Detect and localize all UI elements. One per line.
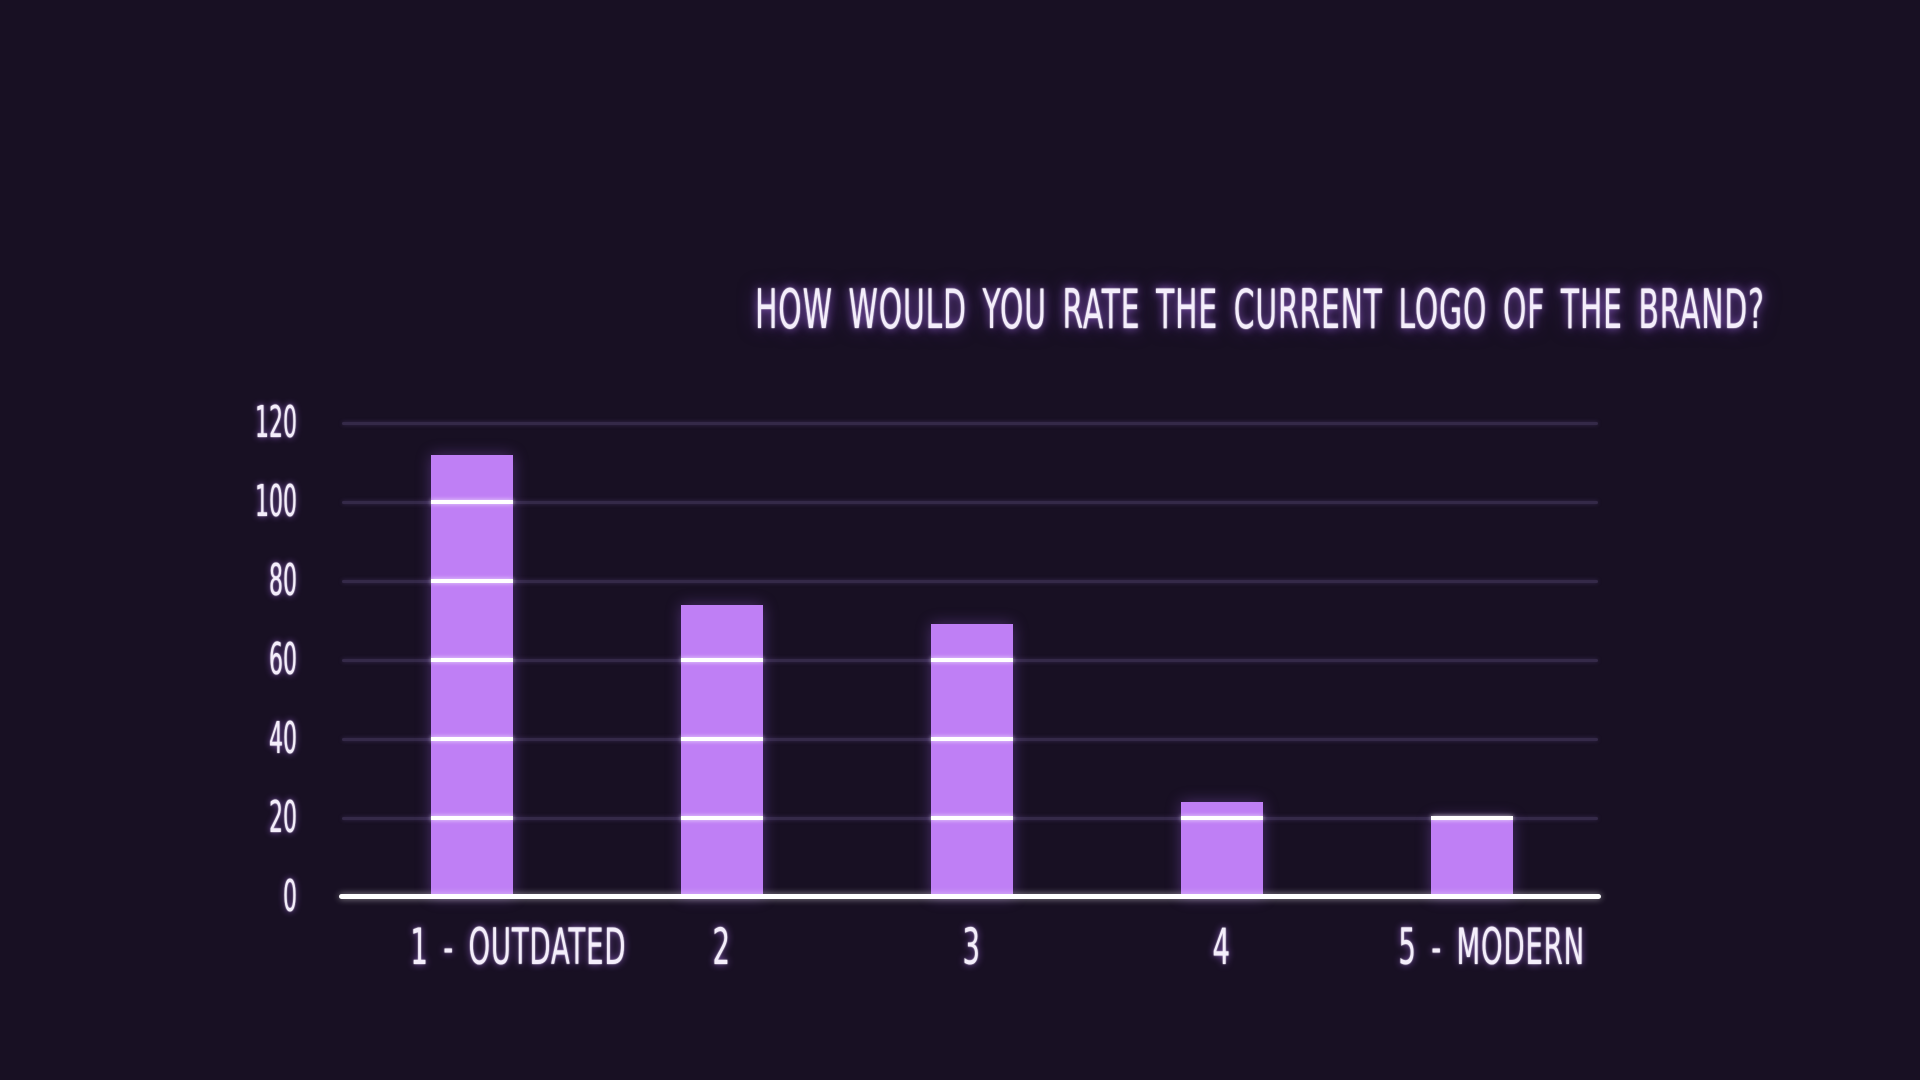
x-tick-label-3: 3	[822, 912, 1122, 982]
y-tick-label-0: 0	[157, 867, 297, 927]
y-tick-label-80: 80	[157, 551, 297, 611]
x-tick-label-1: 1 - OUTDATED	[322, 912, 625, 982]
x-tick-label-text: 3	[962, 918, 982, 976]
x-tick-label-text: 5 - MODERN	[1398, 918, 1586, 976]
y-tick-label-text: 0	[283, 871, 297, 922]
bar-2	[681, 604, 763, 897]
bar-1-gridline-100	[431, 500, 513, 504]
bar-1-gridline-20	[431, 816, 513, 820]
gridline-100	[342, 500, 1598, 504]
bar-3-gridline-60	[931, 658, 1013, 662]
bar-1-gridline-40	[431, 737, 513, 741]
bar-4	[1181, 802, 1263, 897]
x-tick-label-text: 1 - OUTDATED	[410, 918, 627, 976]
bar-2-gridline-40	[681, 737, 763, 741]
bar-3-gridline-40	[931, 737, 1013, 741]
y-tick-label-text: 20	[269, 792, 297, 843]
bar-5-gridline-20	[1431, 816, 1513, 820]
bar-1-gridline-60	[431, 658, 513, 662]
bar-1	[431, 454, 513, 897]
x-tick-label-text: 2	[712, 918, 732, 976]
gridline-80	[342, 579, 1598, 583]
y-tick-label-text: 100	[255, 476, 297, 527]
y-tick-label-100: 100	[157, 472, 297, 532]
bar-2-gridline-60	[681, 658, 763, 662]
bar-5	[1431, 816, 1513, 897]
y-tick-label-text: 80	[269, 555, 297, 606]
x-tick-label-4: 4	[1072, 912, 1372, 982]
x-tick-label-text: 4	[1212, 918, 1232, 976]
y-tick-label-20: 20	[157, 788, 297, 848]
y-tick-label-text: 40	[269, 713, 297, 764]
gridline-120	[342, 421, 1598, 425]
x-axis-line	[339, 894, 1601, 899]
y-tick-label-120: 120	[157, 393, 297, 453]
x-tick-label-5: 5 - MODERN	[1322, 912, 1622, 982]
chart-title: HOW WOULD YOU RATE THE CURRENT LOGO OF T…	[342, 280, 1764, 340]
y-tick-label-40: 40	[157, 709, 297, 769]
x-tick-label-2: 2	[572, 912, 872, 982]
bar-3-gridline-20	[931, 816, 1013, 820]
bar-1-gridline-80	[431, 579, 513, 583]
y-tick-label-text: 120	[255, 397, 297, 448]
bar-3	[931, 624, 1013, 897]
y-tick-label-text: 60	[269, 634, 297, 685]
chart-title-text: HOW WOULD YOU RATE THE CURRENT LOGO OF T…	[755, 278, 1765, 341]
plot-area	[339, 421, 1601, 899]
bar-4-gridline-20	[1181, 816, 1263, 820]
y-tick-label-60: 60	[157, 630, 297, 690]
bar-2-gridline-20	[681, 816, 763, 820]
